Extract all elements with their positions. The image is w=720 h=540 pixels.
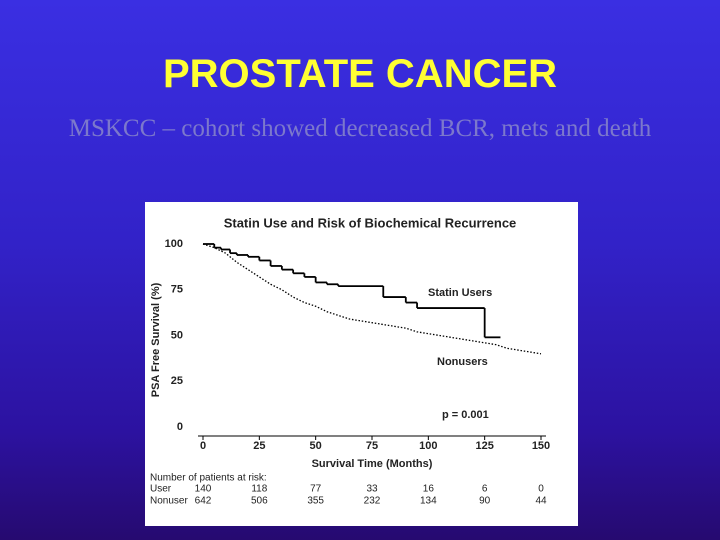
x-tick-label: 50 [310,440,322,452]
risk-value: 33 [366,484,378,495]
p-value: p = 0.001 [442,409,489,421]
risk-value: 134 [420,496,437,507]
y-tick-label: 75 [171,284,183,296]
risk-row-label: Nonuser [150,496,188,507]
series-label: Nonusers [437,356,488,368]
y-tick-label: 50 [171,329,183,341]
slide-subtitle: MSKCC – cohort showed decreased BCR, met… [68,115,652,142]
chart-title: Statin Use and Risk of Biochemical Recur… [224,215,517,230]
risk-value: 0 [538,484,544,495]
series-label: Statin Users [428,287,492,299]
y-tick-label: 25 [171,375,183,387]
risk-value: 118 [251,484,267,495]
risk-value: 16 [423,484,435,495]
risk-value: 355 [307,496,324,507]
chart-background [145,202,578,526]
y-axis-label: PSA Free Survival (%) [150,282,162,397]
x-axis-label: Survival Time (Months) [312,458,433,470]
risk-row-label: User [150,484,172,495]
y-tick-label: 0 [177,421,183,433]
x-tick-label: 150 [532,440,550,452]
slide-title: PROSTATE CANCER [162,52,558,96]
risk-value: 140 [195,484,212,495]
x-tick-label: 25 [253,440,265,452]
x-tick-label: 0 [200,440,206,452]
risk-value: 90 [479,496,491,507]
risk-value: 44 [535,496,547,507]
risk-value: 506 [251,496,268,507]
survival-line [202,243,542,355]
risk-value: 77 [310,484,322,495]
risk-value: 642 [195,496,212,507]
risk-table-title: Number of patients at risk: [150,473,267,484]
risk-value: 6 [482,484,488,495]
y-tick-label: 100 [165,238,183,250]
risk-value: 232 [364,496,381,507]
x-tick-label: 125 [475,440,493,452]
x-tick-label: 100 [419,440,437,452]
x-tick-label: 75 [366,440,378,452]
